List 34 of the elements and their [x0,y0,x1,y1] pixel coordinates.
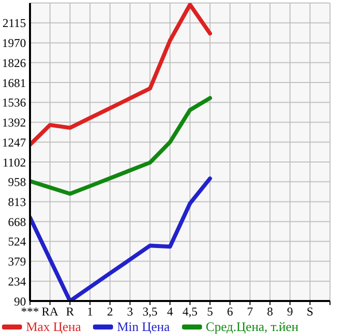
line-series [30,176,212,301]
line-series [30,3,212,147]
y-tick-label: 1681 [2,76,26,90]
x-tick-label: 3,5 [142,304,158,319]
x-tick-label: RA [42,304,59,319]
x-tick-label: 2 [107,304,113,319]
y-tick-label: 958 [8,175,26,190]
legend-label: Max Цена [25,319,81,335]
y-tick-label: 1970 [2,36,26,50]
x-tick-label: 1 [87,304,93,319]
x-tick-label: S [306,304,314,319]
y-tick-label: 1102 [2,155,26,170]
line-series [30,96,212,196]
x-tick-label: 4 [167,304,173,319]
y-tick-label: 1392 [2,115,26,130]
y-tick-label: 379 [8,254,26,269]
y-tick-label: 2115 [2,16,26,30]
x-tick-label: 5 [207,304,213,319]
y-tick-label: 668 [8,214,26,229]
x-tick-label: R [66,304,74,319]
x-tick-label: 4,5 [182,304,198,319]
x-tick-label: 3 [127,304,133,319]
x-tick-label: 8 [267,304,273,319]
y-tick-label: 234 [8,274,26,288]
x-tick-label: 6 [227,304,233,319]
y-tick-label: 813 [8,194,26,209]
x-tick-label: 7 [247,304,253,319]
y-tick-label: 524 [8,234,26,249]
legend-label: Сред.Цена, т.йен [204,319,298,335]
x-tick-label: 9 [287,304,293,319]
y-tick-label: 1247 [2,135,26,150]
y-tick-label: 1536 [2,96,26,110]
legend-label: Min Цена [116,319,170,335]
y-tick-label: 1826 [2,56,26,70]
